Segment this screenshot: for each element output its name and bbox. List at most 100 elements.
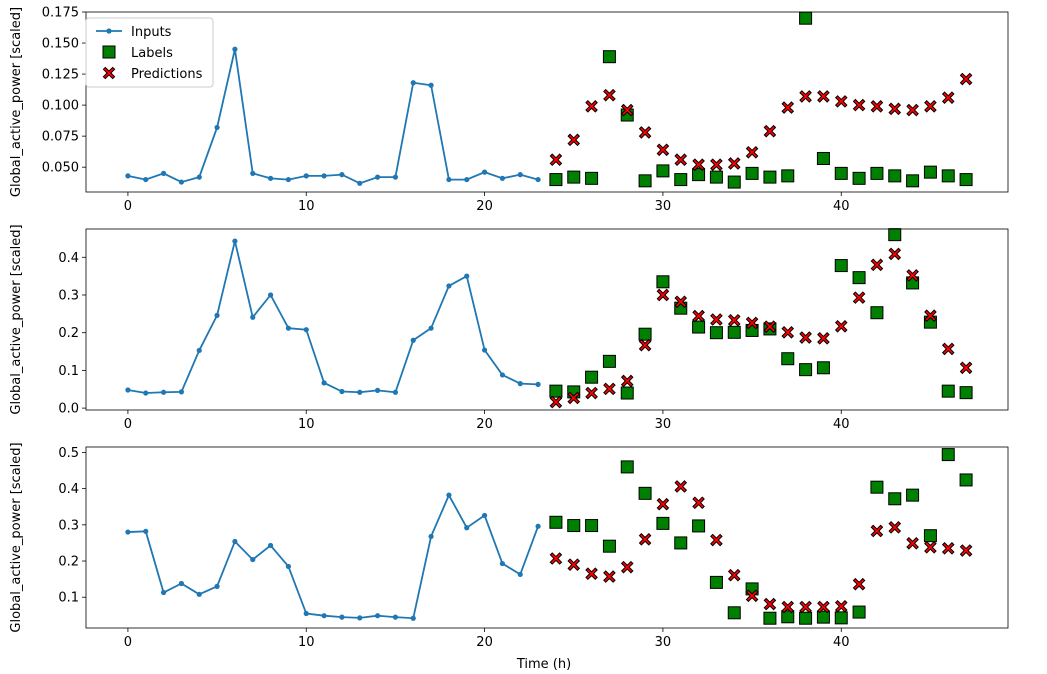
inputs-point xyxy=(250,170,256,176)
inputs-point xyxy=(125,387,131,393)
inputs-series-line xyxy=(127,240,539,394)
label-point xyxy=(727,325,741,339)
inputs-point xyxy=(232,46,238,52)
label-point xyxy=(656,516,670,530)
prediction-point xyxy=(638,126,652,139)
inputs-point xyxy=(481,347,488,353)
axes-frame xyxy=(85,228,1009,411)
prediction-point xyxy=(567,133,581,147)
prediction-point xyxy=(620,560,634,574)
inputs-point xyxy=(321,613,327,619)
legend: Inputs Labels Predictions xyxy=(85,17,214,88)
prediction-point xyxy=(656,497,670,511)
prediction-point xyxy=(834,95,848,108)
label-point xyxy=(959,386,973,400)
prediction-point xyxy=(603,382,616,396)
label-point xyxy=(906,174,920,188)
inputs-point xyxy=(285,325,292,331)
x-tick-label: 10 xyxy=(298,635,315,650)
label-point xyxy=(816,151,830,165)
y-tick-label: 0.4 xyxy=(58,482,79,497)
label-point xyxy=(870,306,884,320)
prediction-point xyxy=(799,90,812,103)
prediction-point xyxy=(834,599,848,613)
x-tick-label: 10 xyxy=(298,417,315,432)
prediction-point xyxy=(870,258,884,272)
label-point xyxy=(923,529,937,543)
prediction-point xyxy=(727,313,741,327)
inputs-point xyxy=(303,610,309,617)
prediction-point xyxy=(674,295,688,309)
prediction-point xyxy=(549,552,563,565)
prediction-point xyxy=(549,153,563,167)
subplot-3: 0 10 20 30 40 0.1 0.2 0.3 0.4 0.5 Global_active_po… xyxy=(9,442,1009,650)
prediction-point xyxy=(817,90,830,103)
inputs-point xyxy=(392,614,399,620)
inputs-point xyxy=(339,614,345,620)
x-tick-label: 40 xyxy=(833,635,850,650)
prediction-point xyxy=(710,313,723,326)
prediction-point xyxy=(549,395,563,409)
prediction-point xyxy=(959,544,973,557)
prediction-point xyxy=(674,480,688,493)
prediction-point xyxy=(888,521,902,534)
label-point xyxy=(959,173,973,187)
prediction-point xyxy=(710,533,723,547)
legend-labels-label: Labels xyxy=(131,46,173,61)
inputs-point xyxy=(428,533,434,540)
inputs-point xyxy=(535,381,541,387)
prediction-point xyxy=(745,589,759,603)
prediction-point xyxy=(959,72,973,86)
inputs-point xyxy=(374,613,381,619)
inputs-point xyxy=(321,173,327,179)
y-axis-label: Global_active_power [scaled] xyxy=(9,442,24,632)
y-axis-label: Global_active_power [scaled] xyxy=(9,224,24,414)
prediction-point xyxy=(781,101,795,114)
inputs-point xyxy=(267,542,274,549)
y-tick-label: 0.2 xyxy=(58,555,79,570)
prediction-point xyxy=(692,496,705,510)
prediction-point xyxy=(924,540,937,554)
label-point xyxy=(567,519,581,533)
inputs-point xyxy=(410,337,416,343)
label-point xyxy=(763,170,777,184)
inputs-point xyxy=(250,556,256,563)
prediction-point xyxy=(941,542,955,555)
label-point xyxy=(870,480,884,494)
prediction-point xyxy=(585,100,598,113)
label-point xyxy=(674,173,688,187)
inputs-point xyxy=(125,529,131,535)
inputs-point xyxy=(428,325,434,331)
prediction-point xyxy=(941,342,955,356)
y-tick-label: 0.050 xyxy=(42,161,79,176)
inputs-point xyxy=(160,589,167,596)
label-point xyxy=(923,165,937,179)
inputs-point xyxy=(267,292,274,298)
inputs-point xyxy=(232,538,238,545)
axes-frame xyxy=(85,11,1009,193)
prediction-point xyxy=(585,386,598,400)
label-point xyxy=(888,492,902,506)
x-tick-label: 20 xyxy=(476,417,493,432)
label-point xyxy=(781,352,795,366)
label-point xyxy=(870,166,884,180)
prediction-point xyxy=(692,309,705,323)
inputs-point xyxy=(178,179,185,185)
prediction-point xyxy=(870,100,884,113)
y-tick-label: 0.100 xyxy=(42,99,79,114)
prediction-point xyxy=(763,597,777,611)
prediction-point xyxy=(745,145,759,159)
inputs-point xyxy=(196,591,202,597)
x-axis-label: Time (h) xyxy=(516,657,571,672)
label-point xyxy=(834,611,848,625)
label-point xyxy=(620,460,634,474)
label-point xyxy=(638,327,652,341)
label-point xyxy=(567,170,581,184)
label-point xyxy=(799,363,813,377)
y-tick-label: 0.125 xyxy=(42,68,79,83)
label-point xyxy=(834,259,848,273)
label-point xyxy=(781,610,795,624)
label-point xyxy=(692,320,706,334)
prediction-point xyxy=(852,291,866,304)
